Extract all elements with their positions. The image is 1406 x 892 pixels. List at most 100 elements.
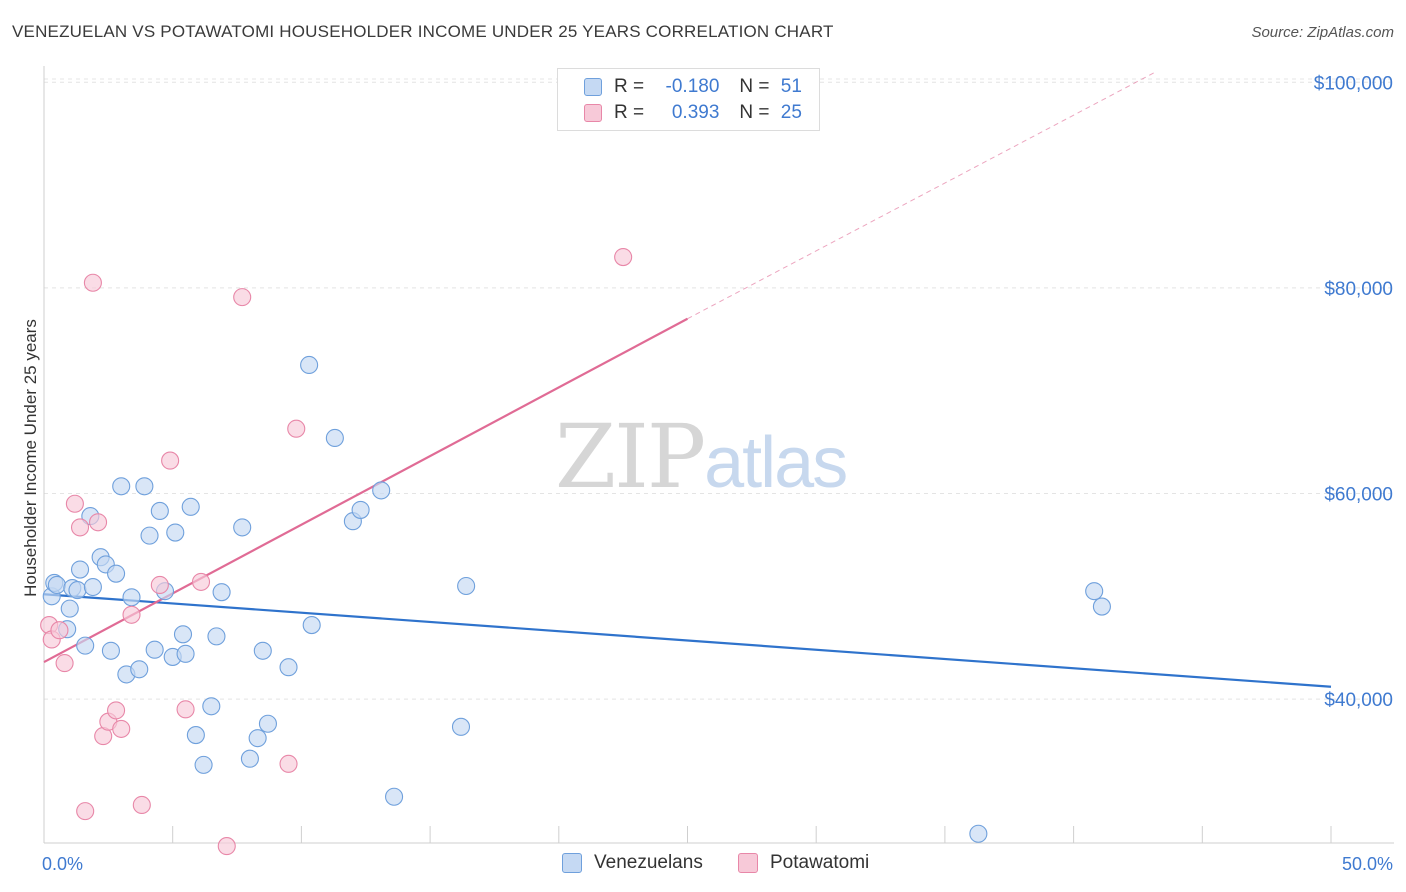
r-value: 0.393 xyxy=(671,102,720,123)
venezuelans-point xyxy=(194,755,213,774)
trend-line-1 xyxy=(43,317,689,664)
potawatomi-point xyxy=(161,451,180,470)
venezuelans-point xyxy=(240,749,259,768)
tick-labels: $40,000 $60,000 $80,000 $100,000 0.0% 50.0% xyxy=(42,73,1393,874)
watermark-atlas: atlas xyxy=(704,423,848,503)
potawatomi-point xyxy=(279,754,298,773)
venezuelans-point xyxy=(68,581,87,600)
watermark-zip: ZIP xyxy=(555,405,706,508)
y-tick-label: $80,000 xyxy=(1324,279,1393,300)
potawatomi-point xyxy=(287,419,306,438)
venezuelans-point xyxy=(83,577,102,597)
legend-item-potawatomi: Potawatomi xyxy=(738,852,869,874)
venezuelans-point xyxy=(135,477,154,496)
venezuelans-point xyxy=(300,355,319,375)
legend-row-venezuelans: R = -0.180 N = 51 xyxy=(584,74,802,100)
data-points xyxy=(40,247,1111,856)
potawatomi-point xyxy=(217,837,236,856)
series-legend: Venezuelans Potawatomi xyxy=(0,852,1406,878)
r-value: -0.180 xyxy=(665,76,720,97)
venezuelans-point xyxy=(279,658,298,677)
venezuelans-point xyxy=(166,523,185,542)
n-label: N = xyxy=(739,76,770,97)
venezuelans-point xyxy=(47,575,66,595)
venezuelans-point xyxy=(76,636,95,655)
venezuelans-point xyxy=(451,717,471,736)
y-tick-label: $60,000 xyxy=(1324,484,1393,505)
venezuelans-point xyxy=(1092,597,1111,616)
venezuelans-point xyxy=(325,428,344,448)
venezuelans-point xyxy=(70,560,90,579)
venezuelans-point xyxy=(186,726,205,745)
potawatomi-point xyxy=(70,518,90,537)
trend-extension-1 xyxy=(687,71,1156,320)
y-tick-label: $40,000 xyxy=(1324,690,1393,711)
venezuelans-point xyxy=(207,627,226,646)
venezuelans-point xyxy=(302,616,321,635)
potawatomi-point xyxy=(112,719,131,738)
axes xyxy=(43,66,1394,844)
venezuelans-swatch xyxy=(584,78,602,96)
venezuelans-point xyxy=(140,526,159,545)
venezuelans-point xyxy=(107,564,126,583)
x-tick-label: 0.0% xyxy=(42,854,83,874)
legend-row-potawatomi: R = 0.393 N = 25 xyxy=(584,100,802,126)
venezuelans-point xyxy=(173,625,193,644)
y-tick-label: $100,000 xyxy=(1314,73,1393,94)
potawatomi-point xyxy=(176,700,195,719)
trend-line-0 xyxy=(43,593,1332,688)
venezuelans-point xyxy=(145,640,164,659)
potawatomi-point xyxy=(614,247,633,267)
legend-label-potawatomi: Potawatomi xyxy=(770,852,870,873)
legend-item-venezuelans: Venezuelans xyxy=(562,852,703,874)
venezuelans-point xyxy=(385,787,404,806)
venezuelans-point xyxy=(150,501,169,521)
n-label: N = xyxy=(739,102,770,123)
venezuelans-point xyxy=(60,599,79,618)
potawatomi-point xyxy=(65,494,84,513)
n-value: 25 xyxy=(780,102,802,123)
r-label: R = xyxy=(614,102,645,123)
source-label: Source: ZipAtlas.com xyxy=(1251,24,1394,41)
venezuelans-point xyxy=(176,644,195,663)
potawatomi-point xyxy=(55,654,74,673)
venezuelans-point xyxy=(969,824,988,843)
potawatomi-point xyxy=(233,288,252,307)
n-value: 51 xyxy=(780,76,802,97)
zipatlas-watermark: ZIPatlas xyxy=(555,405,848,508)
venezuelans-point xyxy=(248,729,267,748)
potawatomi-point xyxy=(89,513,108,532)
venezuelans-point xyxy=(1085,582,1104,601)
venezuelans-point xyxy=(351,500,370,519)
potawatomi-point xyxy=(50,621,69,640)
venezuelans-point xyxy=(233,518,252,537)
potawatomi-point xyxy=(191,572,211,591)
r-label: R = xyxy=(614,76,645,97)
potawatomi-point xyxy=(150,575,169,595)
venezuelans-point xyxy=(130,660,149,679)
potawatomi-point xyxy=(107,701,126,720)
potawatomi-swatch xyxy=(584,104,602,122)
venezuelans-point xyxy=(253,641,272,660)
venezuelans-point xyxy=(258,714,277,733)
chart-title: VENEZUELAN VS POTAWATOMI HOUSEHOLDER INC… xyxy=(12,22,834,41)
venezuelans-point xyxy=(122,588,141,607)
potawatomi-point xyxy=(122,605,141,624)
legend-label-venezuelans: Venezuelans xyxy=(594,852,703,873)
venezuelans-point xyxy=(372,481,391,500)
potawatomi-swatch xyxy=(738,853,758,873)
potawatomi-point xyxy=(132,795,151,815)
venezuelans-point xyxy=(181,497,200,516)
venezuelans-swatch xyxy=(562,853,582,873)
x-tick-label: 50.0% xyxy=(1342,854,1393,874)
venezuelans-point xyxy=(457,576,476,596)
trend-lines xyxy=(43,71,1332,688)
potawatomi-point xyxy=(83,273,102,292)
venezuelans-point xyxy=(101,641,120,660)
gridlines xyxy=(44,78,1394,700)
potawatomi-point xyxy=(76,802,95,821)
correlation-legend: R = -0.180 N = 51 R = 0.393 N = 25 xyxy=(557,68,820,131)
venezuelans-point xyxy=(212,583,231,602)
y-axis-label: Householder Income Under 25 years xyxy=(21,319,40,597)
